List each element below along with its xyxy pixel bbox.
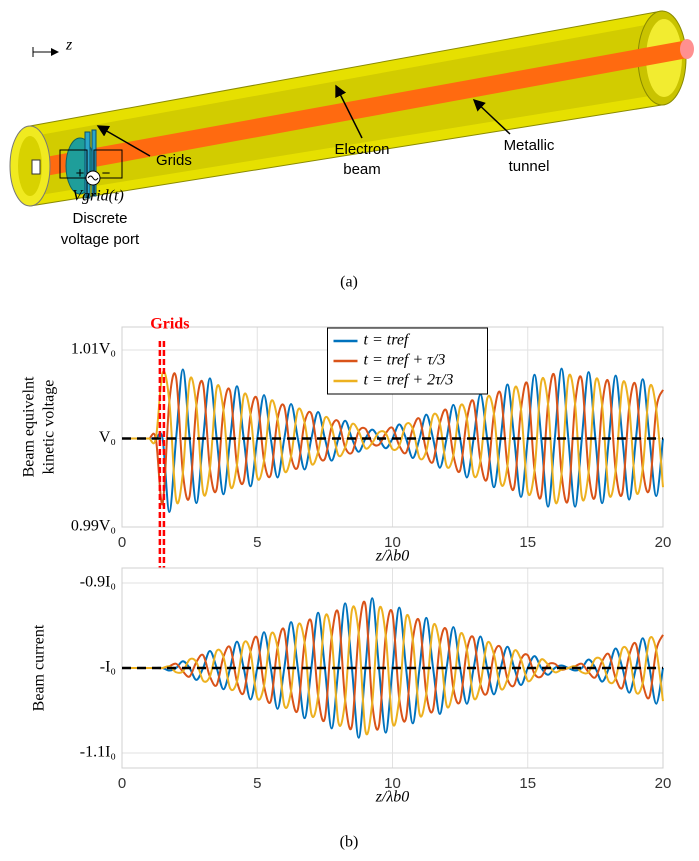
legend-label: t = tref (364, 332, 411, 349)
x-tick-label: 20 (655, 534, 672, 551)
source-symbol (87, 175, 99, 181)
caption: (a) (340, 274, 358, 291)
label: Electron (334, 141, 389, 158)
label: Discrete (72, 210, 127, 227)
polarity: − (102, 165, 111, 182)
label: Grids (156, 152, 192, 169)
label: beam (343, 161, 381, 178)
y-axis-label: Beam current (31, 624, 48, 711)
y-axis-label: Beam equivelnt (21, 376, 38, 477)
y-tick-label: -1.1I₀ (80, 744, 116, 761)
annotation: Grids (150, 316, 189, 333)
y-tick-label: -0.9I₀ (80, 574, 116, 591)
caption: (b) (340, 834, 359, 851)
axis-label: z (65, 37, 73, 54)
legend-label: t = tref + 2τ/3 (364, 372, 454, 389)
voltage-label: Vgrid(t) (72, 188, 124, 205)
label: tunnel (509, 158, 550, 175)
tunnel-front-inner (18, 136, 42, 196)
x-axis-label: z/λb0 (375, 789, 410, 806)
x-tick-label: 15 (519, 534, 536, 551)
port-stub (31, 159, 41, 175)
plot-frame (121, 326, 664, 528)
x-axis-label: z/λb0 (375, 548, 410, 565)
x-tick-label: 5 (253, 534, 261, 551)
series-line (122, 605, 664, 736)
y-tick-label: -I₀ (100, 659, 116, 676)
x-tick-label: 10 (384, 775, 401, 792)
wire (93, 149, 123, 196)
y-tick-label: 0.99V₀ (71, 518, 116, 535)
legend-label: t = tref + τ/3 (364, 352, 446, 369)
arrow (96, 125, 151, 157)
wire (59, 149, 88, 198)
label: voltage port (61, 231, 140, 248)
x-tick-label: 0 (118, 775, 126, 792)
x-tick-label: 5 (253, 775, 261, 792)
label: Metallic (504, 137, 555, 154)
x-tick-label: 15 (519, 775, 536, 792)
y-axis-label: kinetic voltage (41, 380, 58, 475)
y-tick-label: 1.01V₀ (71, 341, 116, 358)
beam-end (680, 39, 694, 59)
x-tick-label: 0 (118, 534, 126, 551)
tunnel-diagram: + − z Grids Electron beam Metallic tunne… (9, 10, 694, 291)
polarity: + (76, 165, 85, 182)
y-tick-label: V₀ (99, 429, 116, 446)
electron-beam (40, 40, 688, 177)
arrow (472, 98, 511, 135)
x-tick-label: 10 (384, 534, 401, 551)
arrow (335, 84, 363, 139)
x-tick-label: 20 (655, 775, 672, 792)
series-line (122, 370, 664, 505)
